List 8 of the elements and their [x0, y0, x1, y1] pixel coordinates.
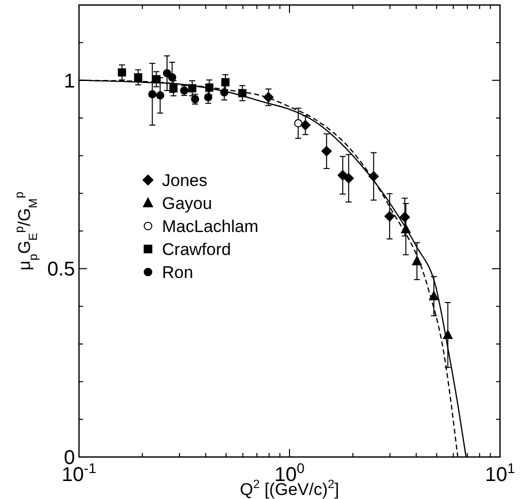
legend-label: MacLachlam — [162, 217, 258, 236]
y-tick-label: 1 — [64, 70, 75, 92]
legend-label: Gayou — [162, 194, 212, 213]
y-tick-label: 0.5 — [47, 258, 75, 281]
x-tick-label: 10$^{1}$ — [484, 460, 516, 486]
legend-label: Crawford — [162, 240, 231, 259]
legend-label: Jones — [162, 171, 208, 190]
legend-label: Ron — [162, 263, 194, 282]
